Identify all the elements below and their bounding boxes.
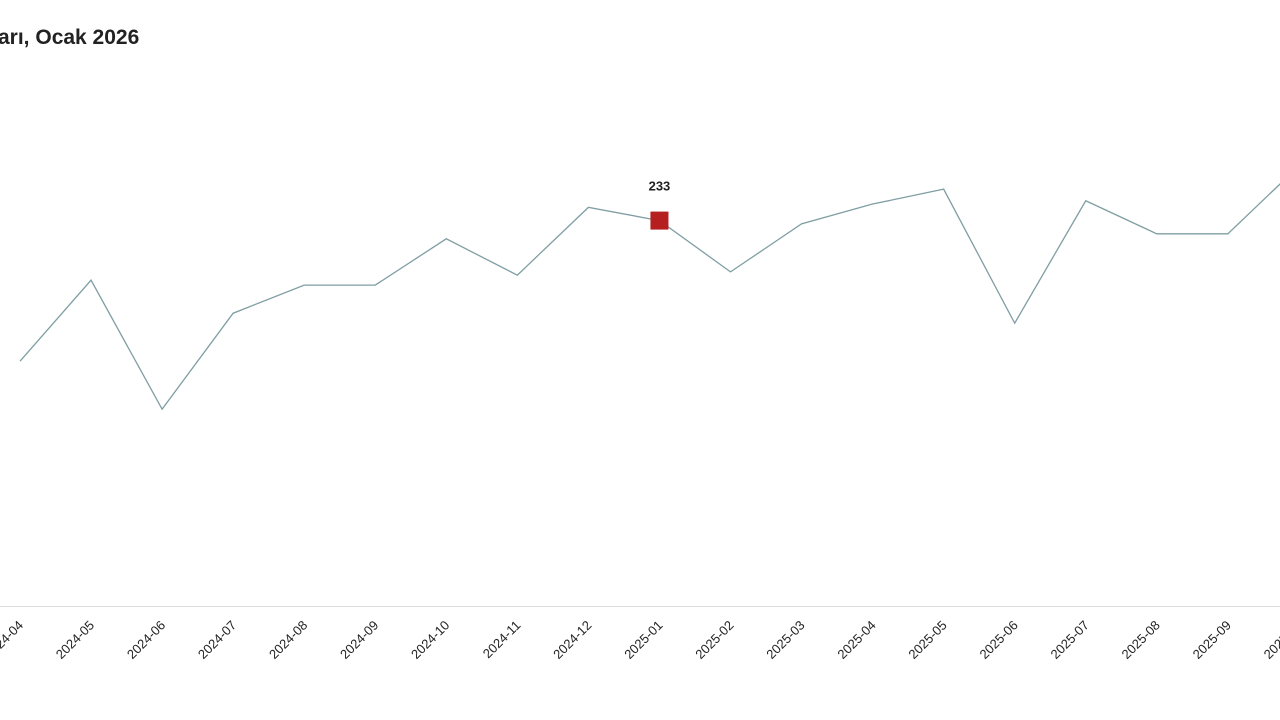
data-label: 233 (649, 179, 671, 194)
highlight-marker (650, 211, 669, 230)
chart-title: arı, Ocak 2026 (0, 26, 139, 49)
